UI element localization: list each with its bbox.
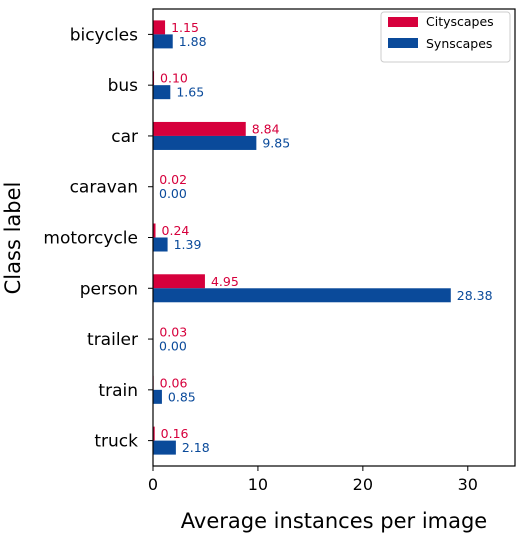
bar-synscapes-bus [153, 85, 171, 100]
bar-cityscapes-bicycles [153, 20, 166, 35]
value-label-synscapes-motorcycle: 1.39 [174, 237, 202, 252]
bar-synscapes-truck [153, 440, 176, 455]
legend-swatch-synscapes [388, 38, 418, 48]
bar-synscapes-person [153, 288, 451, 303]
legend: Cityscapes Synscapes [380, 11, 511, 63]
y-tick-label-bus: bus [108, 76, 139, 96]
y-axis: bicycles bus car caravan motorcycle person tra… [43, 25, 153, 452]
value-label-cityscapes-person: 4.95 [211, 274, 239, 289]
value-label-cityscapes-trailer: 0.03 [159, 325, 187, 340]
y-tick-label-truck: truck [94, 432, 138, 452]
legend-label-synscapes: Synscapes [426, 36, 492, 51]
bar-synscapes-train [153, 389, 162, 404]
y-tick-label-train: train [98, 381, 138, 401]
x-tick-label-10: 10 [248, 475, 268, 494]
bar-synscapes-car [153, 135, 257, 150]
y-tick-label-car: car [111, 127, 138, 147]
value-label-cityscapes-train: 0.06 [160, 375, 188, 390]
bars-layer [153, 20, 451, 455]
value-label-synscapes-truck: 2.18 [182, 440, 210, 455]
bar-cityscapes-truck [153, 426, 155, 441]
bar-cityscapes-motorcycle [153, 223, 156, 238]
x-tick-label-20: 20 [353, 475, 373, 494]
bar-synscapes-bicycles [153, 34, 173, 49]
y-tick-label-bicycles: bicycles [70, 25, 138, 45]
x-tick-label-0: 0 [148, 475, 158, 494]
y-tick-label-trailer: trailer [87, 330, 138, 350]
bar-cityscapes-car [153, 121, 246, 136]
value-label-cityscapes-motorcycle: 0.24 [162, 223, 190, 238]
value-label-cityscapes-bicycles: 1.15 [171, 20, 199, 35]
value-label-cityscapes-bus: 0.10 [160, 71, 188, 86]
legend-swatch-cityscapes [388, 17, 418, 27]
x-tick-label-30: 30 [458, 475, 478, 494]
bar-cityscapes-person [153, 274, 205, 289]
value-label-synscapes-bus: 1.65 [176, 85, 204, 100]
value-label-synscapes-trailer: 0.00 [159, 339, 187, 354]
y-axis-label: Class label [1, 182, 25, 295]
y-tick-label-caravan: caravan [70, 178, 138, 198]
bar-synscapes-motorcycle [153, 237, 168, 252]
plot-frame [152, 8, 516, 467]
y-tick-label-person: person [80, 279, 138, 299]
value-label-synscapes-car: 9.85 [262, 135, 290, 150]
x-axis: 0 10 20 30 [148, 466, 478, 494]
y-tick-label-motorcycle: motorcycle [43, 229, 138, 249]
legend-label-cityscapes: Cityscapes [426, 14, 494, 29]
value-labels-layer: 1.151.880.101.658.849.850.020.000.241.39… [159, 20, 493, 455]
value-label-cityscapes-truck: 0.16 [161, 426, 189, 441]
value-label-synscapes-train: 0.85 [168, 389, 196, 404]
x-axis-label: Average instances per image [181, 509, 487, 533]
value-label-synscapes-caravan: 0.00 [159, 186, 187, 201]
value-label-synscapes-person: 28.38 [457, 288, 493, 303]
value-label-cityscapes-car: 8.84 [252, 121, 280, 136]
value-label-synscapes-bicycles: 1.88 [179, 34, 207, 49]
value-label-cityscapes-caravan: 0.02 [159, 172, 187, 187]
